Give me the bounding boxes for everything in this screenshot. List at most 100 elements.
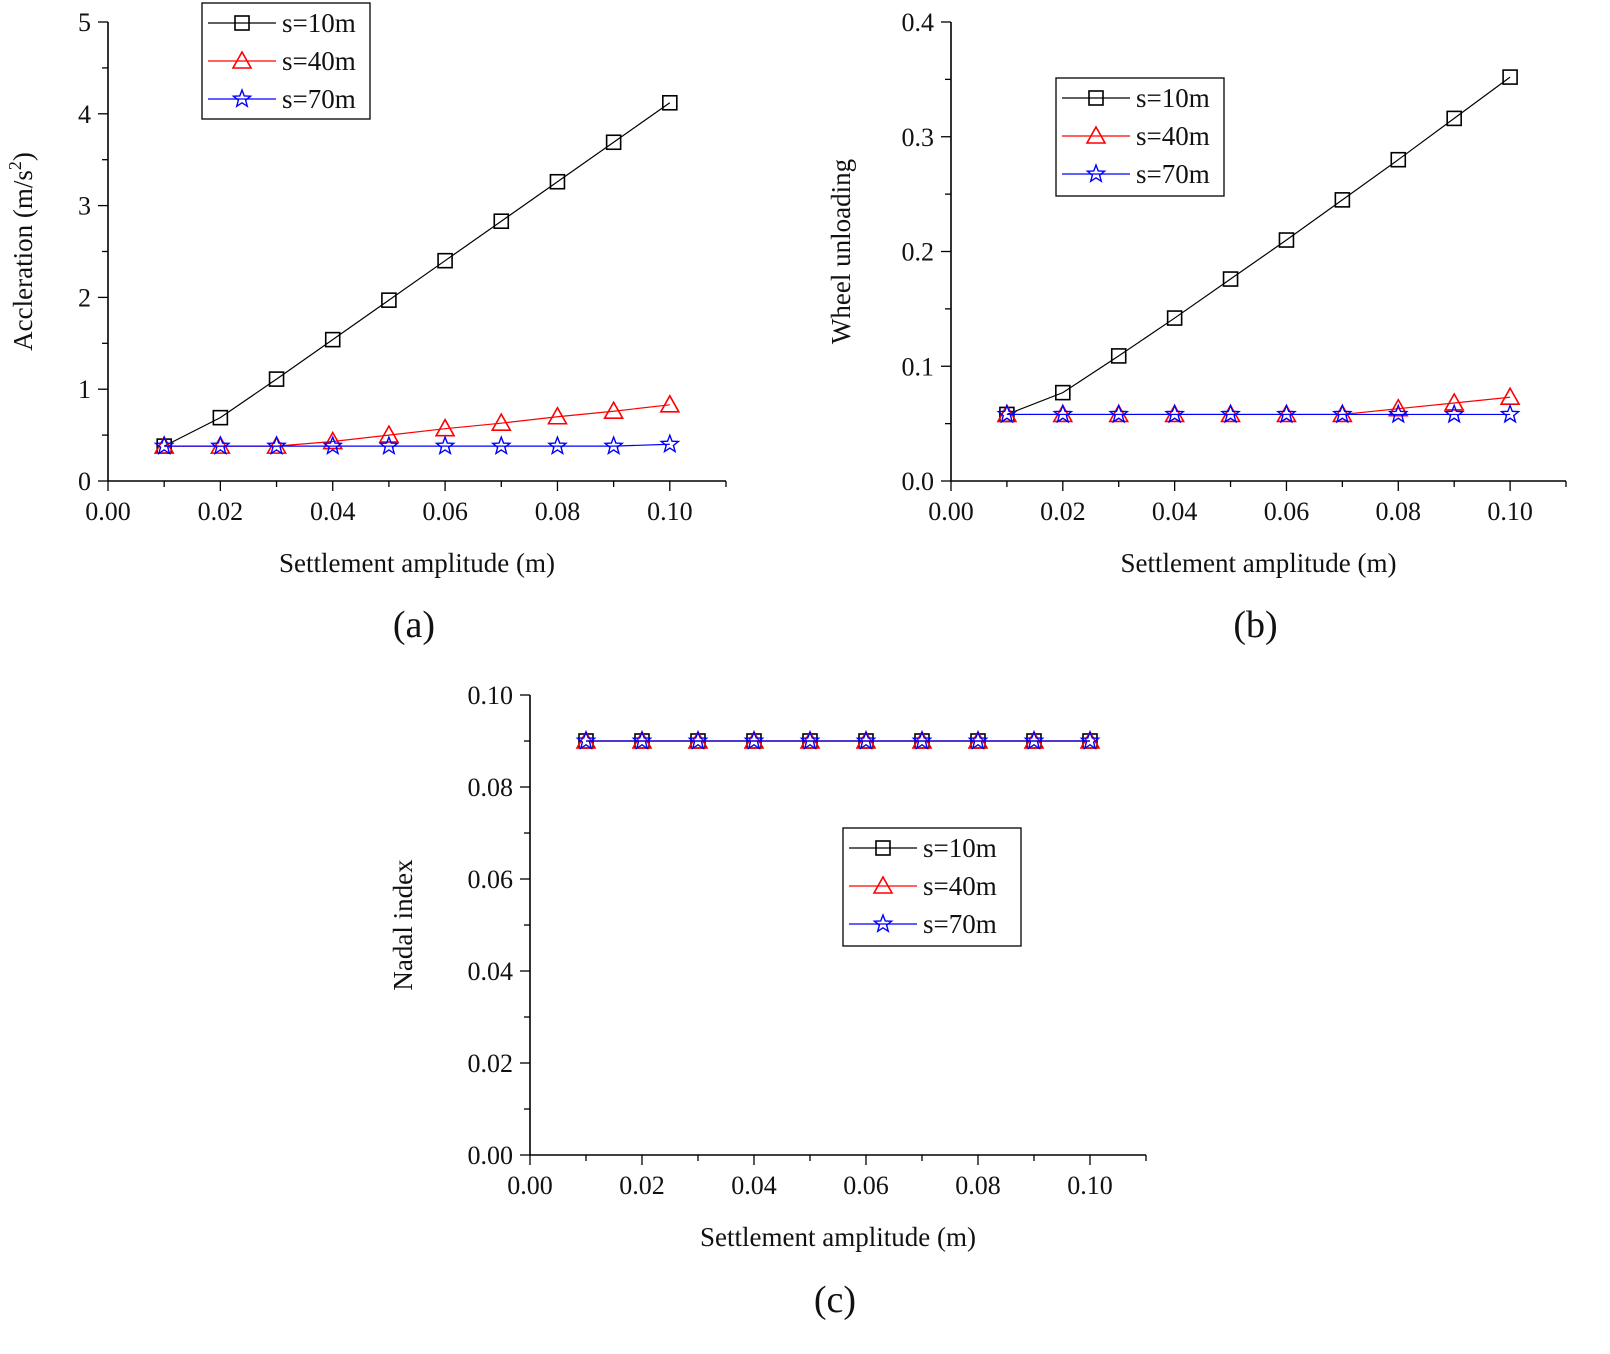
x-tick-label: 0.02 [619,1171,665,1200]
y-tick-label: 3 [78,192,91,221]
x-tick-label: 0.04 [1152,497,1198,526]
data-point [996,403,1018,423]
x-tick-label: 0.10 [1067,1171,1113,1200]
chart-panel-c: 0.00 0.02 0.04 0.06 0.08 0.10 0.00 0.02 0.04 0.06… [388,681,1147,1321]
data-point [1502,69,1518,85]
data-point [212,409,229,426]
data-point [1164,403,1186,424]
data-point [1023,730,1045,749]
data-point [967,730,989,750]
data-point [1220,403,1241,423]
data-point [662,94,678,111]
data-point [1023,730,1045,750]
data-point [381,292,397,308]
data-point [1446,110,1462,127]
data-point [911,730,933,750]
series-line [163,102,671,447]
legend-label: s=40m [1136,121,1210,151]
y-tick-label: 1 [78,375,91,404]
y-tick-label: 5 [78,8,91,37]
data-point [490,412,512,431]
data-point [209,435,231,456]
data-point [209,435,231,454]
y-tick-label: 0.04 [468,957,514,986]
x-tick-label: 0.06 [1264,497,1310,526]
y-tick-label: 0.10 [468,681,514,710]
y-axis-title-suffix: ) [8,152,38,161]
y-axis-title: Wheel unloading [826,159,856,344]
data-point [1052,403,1074,423]
legend-label: s=10m [923,833,997,863]
legend-label: s=10m [282,8,356,38]
data-point [547,435,568,456]
data-point [1166,310,1183,326]
data-point [911,730,933,749]
x-axis-title: Settlement amplitude (m) [279,548,555,578]
data-point [1387,398,1409,417]
data-point [799,730,821,749]
data-point [1443,392,1465,411]
data-point [1387,403,1409,424]
data-point [687,730,709,750]
panel-label: (a) [393,604,435,646]
x-tick-label: 0.00 [928,497,974,526]
legend-label: s=40m [923,871,997,901]
data-point [855,730,877,750]
x-tick-label: 0.08 [535,497,581,526]
y-tick-label: 0.08 [468,773,514,802]
data-point [743,730,765,750]
data-point [549,173,566,190]
series-s=10m [156,94,678,454]
triangle-marker-icon [872,875,894,894]
y-tick-label: 0 [78,467,91,496]
star-marker-icon [872,913,894,933]
data-point [1079,730,1101,749]
square-marker-icon [234,15,250,31]
star-marker-icon [231,88,253,108]
data-point [1331,403,1353,423]
star-marker-icon [1085,163,1107,183]
data-point [799,730,821,750]
data-point [1499,386,1521,406]
legend-label: s=70m [923,909,997,939]
data-point [743,730,765,749]
y-axis-title-main: Accleration (m/s [8,170,38,351]
data-point [1331,403,1353,424]
x-tick-label: 0.04 [310,497,356,526]
y-tick-label: 0.2 [902,238,935,267]
data-point [575,730,597,750]
data-point [1055,384,1071,401]
series-line [1006,396,1511,416]
x-tick-label: 0.04 [731,1171,777,1200]
data-point [1108,403,1130,423]
y-tick-label: 0.02 [468,1049,514,1078]
series-s=40m [996,386,1521,423]
data-point [378,424,400,443]
data-point [378,435,400,456]
series-s=70m [996,403,1521,424]
data-point [659,394,681,413]
data-point [437,252,453,269]
data-point [1276,403,1297,424]
series-s=70m [575,730,1101,750]
data-point [631,730,653,750]
triangle-marker-icon [1085,125,1107,144]
data-point [967,730,989,749]
y-axis-title: Nadal index [388,859,418,991]
y-tick-label: 4 [78,100,91,129]
y-tick-label: 0.1 [902,352,935,381]
data-point [490,435,512,456]
y-tick-label: 0.06 [468,865,514,894]
y-tick-label: 0.4 [902,8,935,37]
x-tick-label: 0.02 [198,497,244,526]
legend-label: s=70m [282,84,356,114]
data-point [1052,403,1074,424]
data-point [855,730,877,749]
x-tick-label: 0.10 [647,497,693,526]
x-axis-title: Settlement amplitude (m) [700,1222,976,1252]
series-s=40m [575,730,1101,749]
x-tick-label: 0.10 [1487,497,1533,526]
data-point [575,730,597,749]
y-axis-title: Accleration (m/s2) [5,152,38,351]
